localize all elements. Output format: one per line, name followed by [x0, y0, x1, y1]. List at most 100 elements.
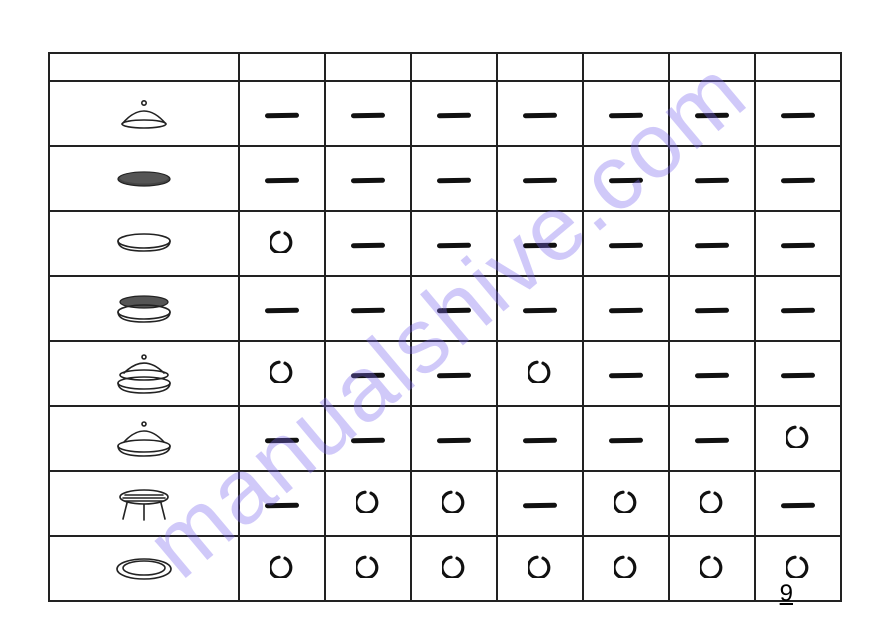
- grill-on-dish-icon: [50, 277, 238, 340]
- ring-mark-icon: [270, 554, 294, 578]
- value-cell: [239, 341, 325, 406]
- ring-mark-icon: [442, 489, 466, 513]
- ring-mark-icon: [614, 554, 638, 578]
- value-cell: [669, 81, 755, 146]
- value-cell: [755, 276, 841, 341]
- dash-mark-icon: [523, 502, 557, 508]
- header-cell-4: [497, 53, 583, 81]
- table-row: [49, 81, 841, 146]
- value-cell: [325, 406, 411, 471]
- value-cell: [497, 276, 583, 341]
- value-cell: [583, 406, 669, 471]
- accessory-icon-cell: [49, 536, 239, 601]
- dome-lid-icon: [50, 82, 238, 145]
- dash-mark-icon: [609, 372, 643, 378]
- table-header-row: [49, 53, 841, 81]
- accessory-icon-cell: [49, 276, 239, 341]
- compatibility-table: [48, 52, 842, 602]
- accessory-icon-cell: [49, 146, 239, 211]
- value-cell: [411, 471, 497, 536]
- dash-mark-icon: [265, 502, 299, 508]
- value-cell: [239, 146, 325, 211]
- dome-lid-on-dish-icon: [50, 407, 238, 470]
- value-cell: [669, 341, 755, 406]
- dash-mark-icon: [609, 242, 643, 248]
- value-cell: [239, 471, 325, 536]
- dash-mark-icon: [437, 307, 471, 313]
- header-cell-3: [411, 53, 497, 81]
- dash-mark-icon: [609, 437, 643, 443]
- dash-mark-icon: [351, 112, 385, 118]
- dash-mark-icon: [437, 372, 471, 378]
- value-cell: [755, 471, 841, 536]
- dash-mark-icon: [695, 177, 729, 183]
- value-cell: [583, 211, 669, 276]
- dash-mark-icon: [351, 177, 385, 183]
- dash-mark-icon: [265, 437, 299, 443]
- value-cell: [755, 536, 841, 601]
- header-cell-7: [755, 53, 841, 81]
- header-cell-icon: [49, 53, 239, 81]
- value-cell: [325, 536, 411, 601]
- value-cell: [497, 341, 583, 406]
- value-cell: [411, 276, 497, 341]
- table-row: [49, 211, 841, 276]
- dash-mark-icon: [695, 242, 729, 248]
- ring-mark-icon: [356, 489, 380, 513]
- table-row: [49, 406, 841, 471]
- value-cell: [239, 406, 325, 471]
- value-cell: [755, 211, 841, 276]
- dome-lid-on-dish-stack-icon: [50, 342, 238, 405]
- dash-mark-icon: [695, 112, 729, 118]
- value-cell: [497, 536, 583, 601]
- dash-mark-icon: [351, 372, 385, 378]
- dash-mark-icon: [265, 112, 299, 118]
- value-cell: [239, 536, 325, 601]
- grill-rack-on-legs-icon: [50, 472, 238, 535]
- header-cell-6: [669, 53, 755, 81]
- accessory-icon-cell: [49, 406, 239, 471]
- value-cell: [239, 211, 325, 276]
- value-cell: [411, 341, 497, 406]
- dash-mark-icon: [351, 242, 385, 248]
- dash-mark-icon: [695, 307, 729, 313]
- value-cell: [669, 406, 755, 471]
- value-cell: [755, 81, 841, 146]
- value-cell: [755, 146, 841, 211]
- page-number: 9: [780, 580, 793, 608]
- value-cell: [239, 276, 325, 341]
- table-row: [49, 341, 841, 406]
- value-cell: [325, 211, 411, 276]
- dash-mark-icon: [265, 307, 299, 313]
- shallow-dish-icon: [50, 212, 238, 275]
- value-cell: [411, 406, 497, 471]
- dash-mark-icon: [781, 242, 815, 248]
- value-cell: [325, 276, 411, 341]
- dash-mark-icon: [523, 112, 557, 118]
- dash-mark-icon: [609, 112, 643, 118]
- value-cell: [239, 81, 325, 146]
- dash-mark-icon: [265, 177, 299, 183]
- value-cell: [669, 471, 755, 536]
- value-cell: [325, 341, 411, 406]
- accessory-icon-cell: [49, 211, 239, 276]
- value-cell: [583, 341, 669, 406]
- ring-mark-icon: [786, 424, 810, 448]
- ring-mark-icon: [528, 554, 552, 578]
- value-cell: [411, 536, 497, 601]
- dash-mark-icon: [523, 307, 557, 313]
- value-cell: [583, 471, 669, 536]
- dash-mark-icon: [781, 372, 815, 378]
- dash-mark-icon: [351, 307, 385, 313]
- dash-mark-icon: [695, 372, 729, 378]
- value-cell: [755, 341, 841, 406]
- value-cell: [669, 536, 755, 601]
- value-cell: [411, 146, 497, 211]
- round-flat-tray-icon: [50, 537, 238, 600]
- dash-mark-icon: [437, 437, 471, 443]
- ring-mark-icon: [700, 554, 724, 578]
- table-row: [49, 471, 841, 536]
- value-cell: [497, 81, 583, 146]
- ring-mark-icon: [528, 359, 552, 383]
- flat-grill-plate-icon: [50, 147, 238, 210]
